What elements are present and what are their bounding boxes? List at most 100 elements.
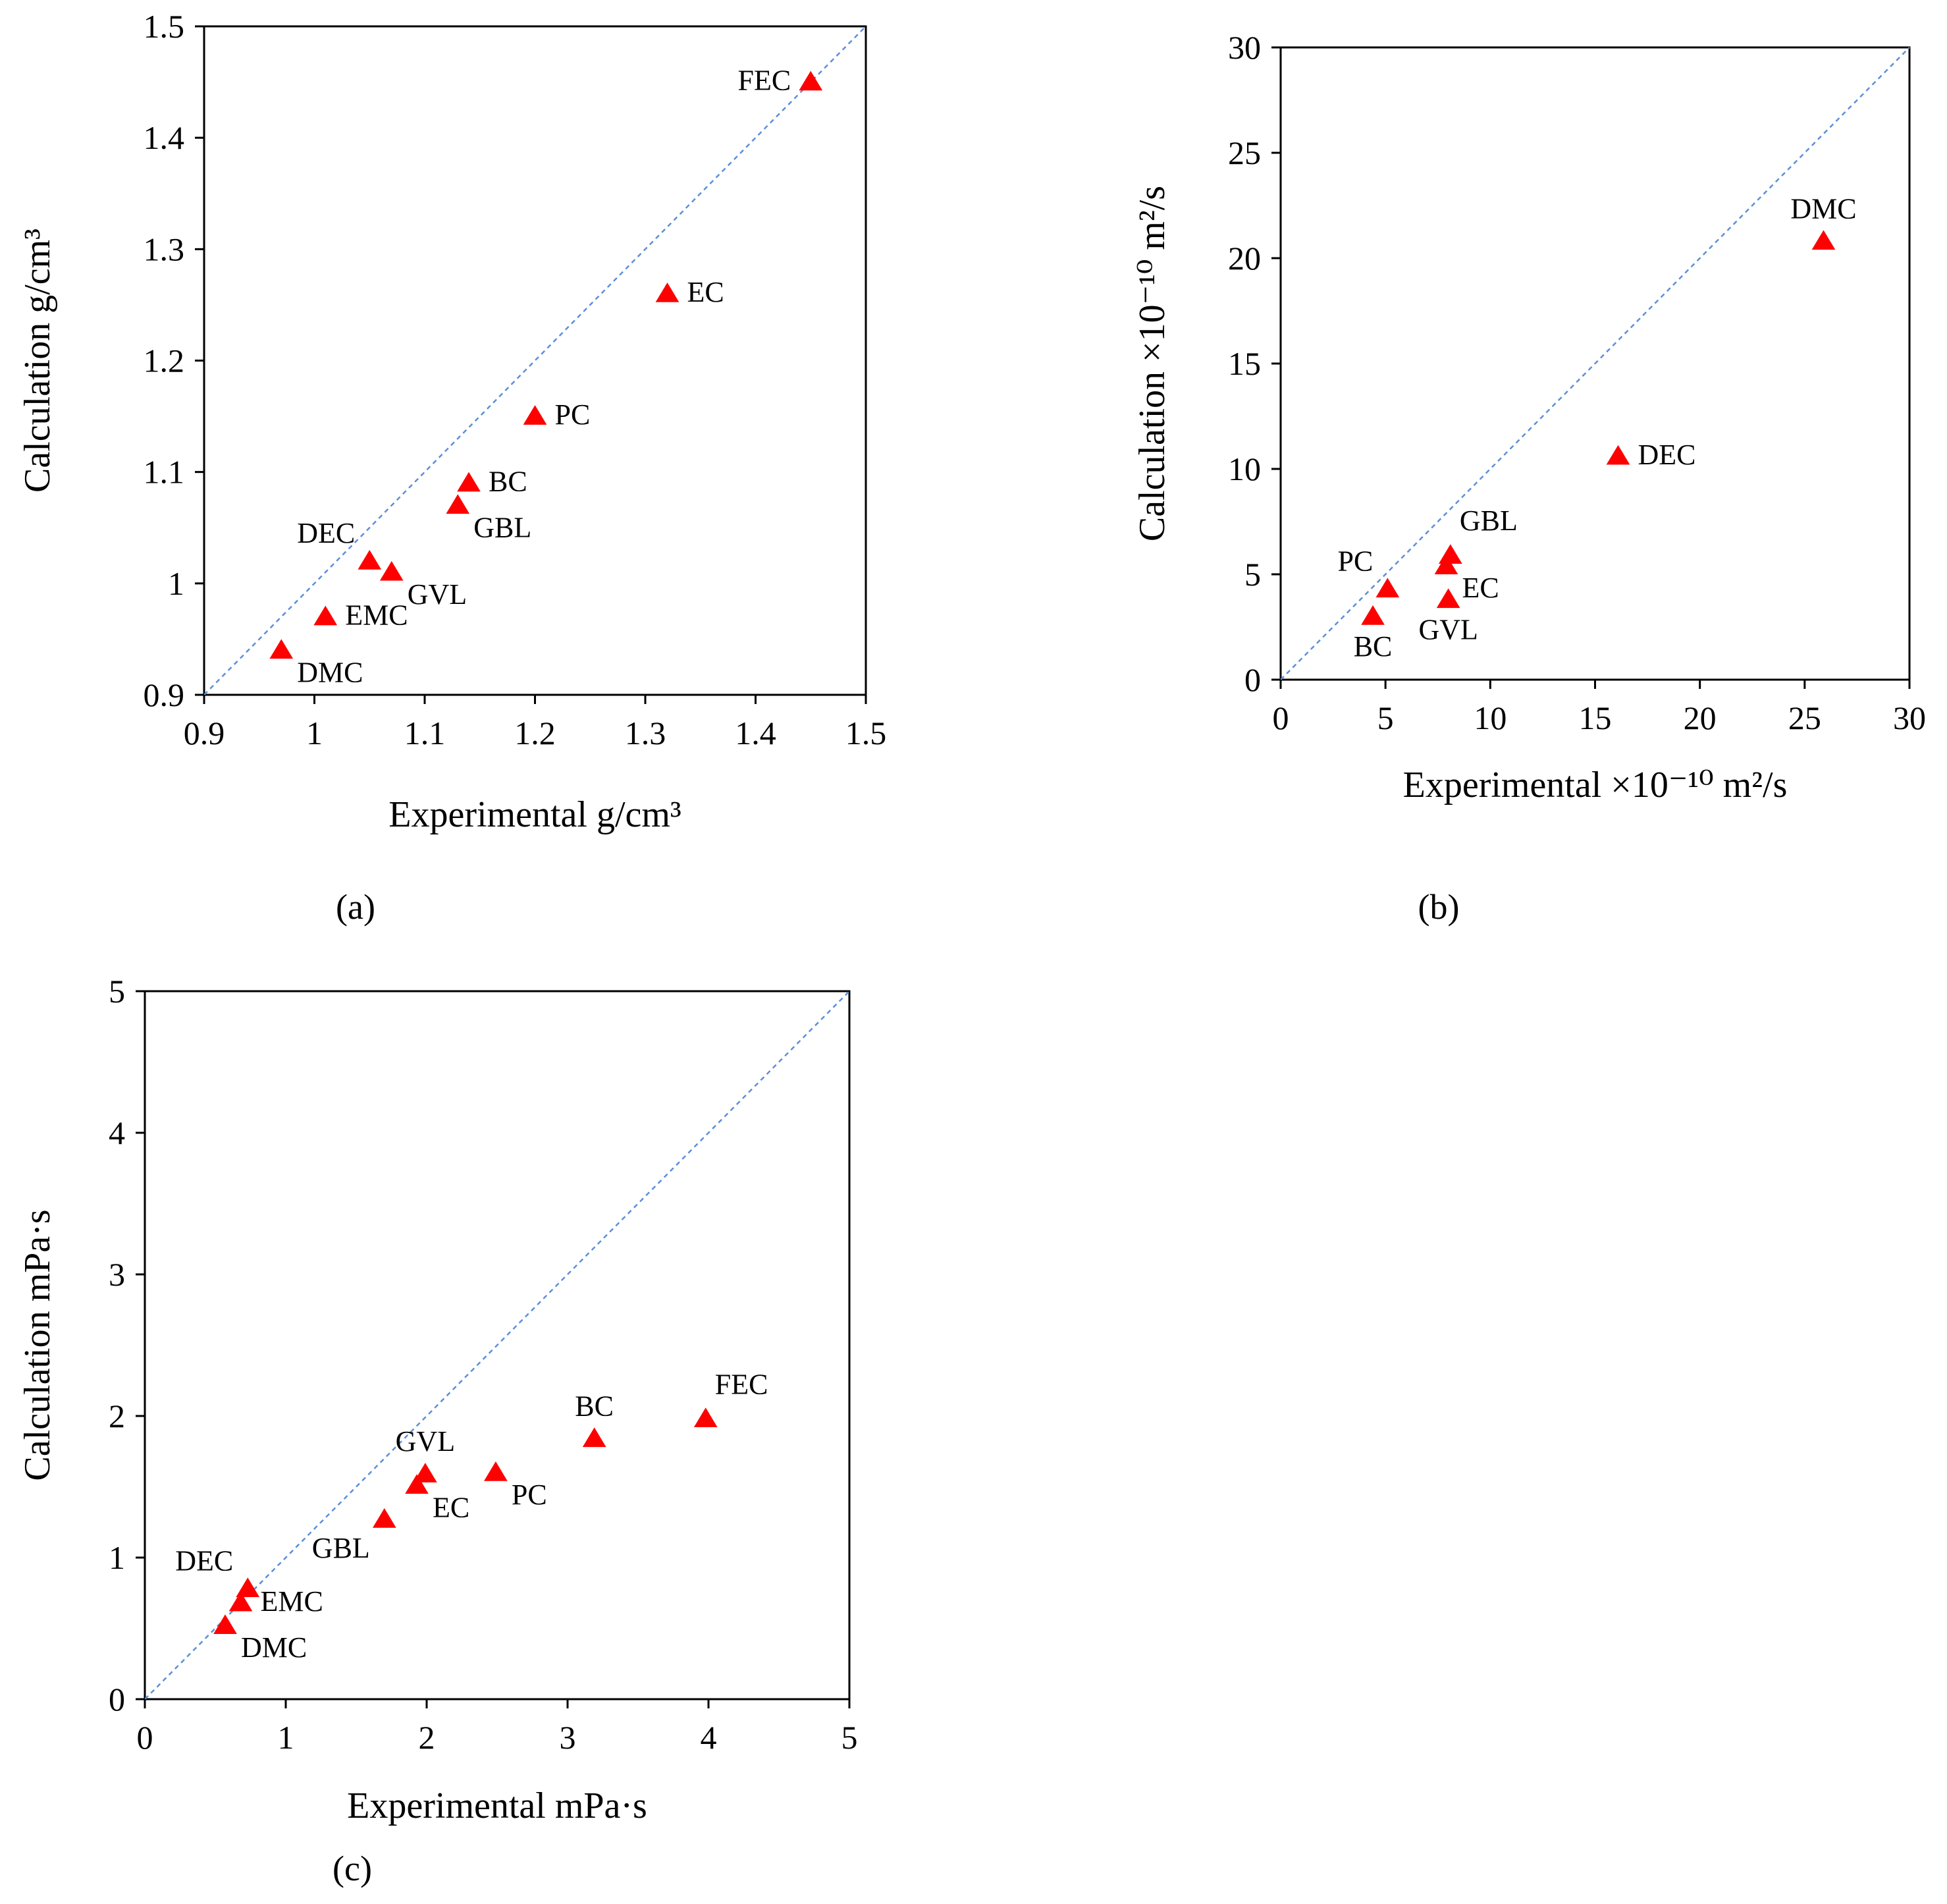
point-label-bc: BC — [489, 466, 527, 498]
y-tick-label: 0 — [109, 1681, 125, 1718]
caption-a: (a) — [336, 887, 375, 927]
data-point-bc — [1361, 605, 1385, 625]
point-label-fec: FEC — [715, 1368, 768, 1400]
y-tick-label: 5 — [109, 973, 125, 1010]
data-point-dmc — [213, 1614, 237, 1634]
x-tick-label: 1.5 — [845, 715, 887, 751]
point-label-gbl: GBL — [312, 1532, 370, 1564]
point-label-dec: DEC — [175, 1544, 233, 1577]
point-label-dmc: DMC — [241, 1631, 307, 1664]
x-tick-label: 25 — [1788, 699, 1821, 736]
y-tick-label: 10 — [1228, 450, 1261, 487]
x-tick-label: 10 — [1474, 699, 1507, 736]
point-label-dmc: DMC — [297, 656, 363, 688]
y-tick-label: 1 — [109, 1539, 125, 1576]
x-tick-label: 1.2 — [514, 715, 556, 751]
x-axis-label: Experimental mPa·s — [347, 1785, 647, 1826]
data-point-dmc — [269, 639, 294, 659]
x-tick-label: 20 — [1684, 699, 1717, 736]
point-label-gvl: GVL — [408, 578, 467, 611]
y-tick-label: 0.9 — [144, 676, 185, 713]
point-label-pc: PC — [512, 1479, 547, 1511]
data-point-gbl — [446, 494, 470, 514]
y-tick-label: 30 — [1228, 29, 1261, 66]
point-label-ec: EC — [687, 276, 724, 308]
y-tick-label: 25 — [1228, 134, 1261, 171]
data-point-fec — [693, 1407, 718, 1428]
data-point-pc — [1375, 578, 1400, 598]
x-axis-label: Experimental ×10⁻¹⁰ m²/s — [1403, 765, 1788, 805]
y-tick-label: 3 — [109, 1256, 125, 1293]
point-label-pc: PC — [555, 398, 591, 431]
y-tick-label: 1.5 — [144, 8, 185, 45]
y-tick-label: 1.1 — [144, 454, 185, 491]
y-tick-label: 4 — [109, 1114, 125, 1151]
plot-frame-c — [144, 990, 851, 1700]
y-tick-label: 2 — [109, 1398, 125, 1434]
data-point-bc — [582, 1427, 606, 1448]
point-label-dec: DEC — [1638, 439, 1696, 471]
reference-line-a — [203, 26, 867, 695]
y-axis-label: Calculation g/cm³ — [17, 229, 58, 493]
x-tick-label: 3 — [560, 1719, 576, 1756]
panel-b-diffusion: 0 5 10 15 20 25 30 0 5 10 15 20 25 30 Experimental ×10… — [1132, 29, 1926, 805]
panel-c-viscosity: 0 1 2 3 4 5 0 1 2 3 4 5 Experimental mPa·s Calculatio… — [17, 973, 858, 1826]
y-axis-label: Calculation ×10⁻¹⁰ m²/s — [1132, 186, 1173, 541]
data-point-dec — [236, 1577, 260, 1598]
x-tick-label: 1.4 — [735, 715, 776, 751]
point-label-gvl: GVL — [1418, 613, 1478, 645]
x-tick-label: 5 — [841, 1719, 858, 1756]
x-tick-label: 2 — [419, 1719, 435, 1756]
data-point-gvl — [413, 1463, 437, 1482]
data-point-bc — [457, 472, 481, 492]
data-point-ec — [655, 283, 680, 302]
y-tick-label: 1 — [168, 565, 184, 602]
x-tick-label: 1 — [306, 715, 323, 751]
x-tick-label: 15 — [1579, 699, 1612, 736]
reference-line-c — [144, 991, 850, 1700]
x-tick-label: 0 — [1273, 699, 1289, 736]
data-point-fec — [799, 70, 823, 91]
data-point-gbl — [372, 1508, 396, 1528]
x-tick-label: 0.9 — [184, 715, 225, 751]
point-label-emc: EMC — [261, 1585, 323, 1618]
panel-a-density: 0.9 1 1.1 1.2 1.3 1.4 1.5 0.9 1 1.1 1.2 1.3 1.4 1.5 Ex… — [17, 8, 886, 835]
y-tick-label: 1.2 — [144, 342, 185, 379]
caption-c: (c) — [333, 1849, 372, 1888]
point-label-gbl: GBL — [1460, 504, 1518, 537]
x-axis-label: Experimental g/cm³ — [388, 794, 681, 835]
y-tick-label: 1.4 — [144, 119, 185, 156]
point-label-dmc: DMC — [1790, 192, 1856, 225]
x-tick-label: 0 — [137, 1719, 153, 1756]
point-label-gbl: GBL — [473, 511, 531, 543]
y-tick-label: 15 — [1228, 345, 1261, 382]
point-label-fec: FEC — [738, 65, 791, 97]
y-tick-label: 0 — [1244, 661, 1261, 698]
data-point-emc — [228, 1591, 253, 1612]
point-label-pc: PC — [1338, 545, 1374, 577]
point-label-gvl: GVL — [396, 1425, 455, 1457]
point-label-emc: EMC — [345, 599, 408, 632]
data-point-gvl — [1436, 588, 1460, 609]
data-point-dec — [358, 550, 382, 570]
y-axis-label: Calculation mPa·s — [17, 1209, 58, 1481]
x-tick-label: 5 — [1377, 699, 1394, 736]
data-point-dmc — [1811, 230, 1836, 250]
y-tick-label: 1.3 — [144, 231, 185, 267]
data-point-gvl — [379, 560, 404, 581]
reference-line-b — [1280, 47, 1910, 680]
data-point-dec — [1606, 445, 1630, 465]
point-label-bc: BC — [575, 1390, 614, 1422]
x-tick-label: 4 — [701, 1719, 717, 1756]
y-tick-label: 5 — [1244, 556, 1261, 593]
data-point-gbl — [1439, 544, 1462, 564]
point-label-dec: DEC — [297, 517, 355, 549]
caption-b: (b) — [1418, 887, 1460, 927]
point-label-ec: EC — [433, 1491, 469, 1523]
data-point-ec — [1434, 555, 1458, 574]
x-tick-label: 1.3 — [625, 715, 666, 751]
x-tick-label: 1.1 — [404, 715, 446, 751]
data-point-ec — [405, 1474, 429, 1494]
x-tick-label: 1 — [278, 1719, 294, 1756]
